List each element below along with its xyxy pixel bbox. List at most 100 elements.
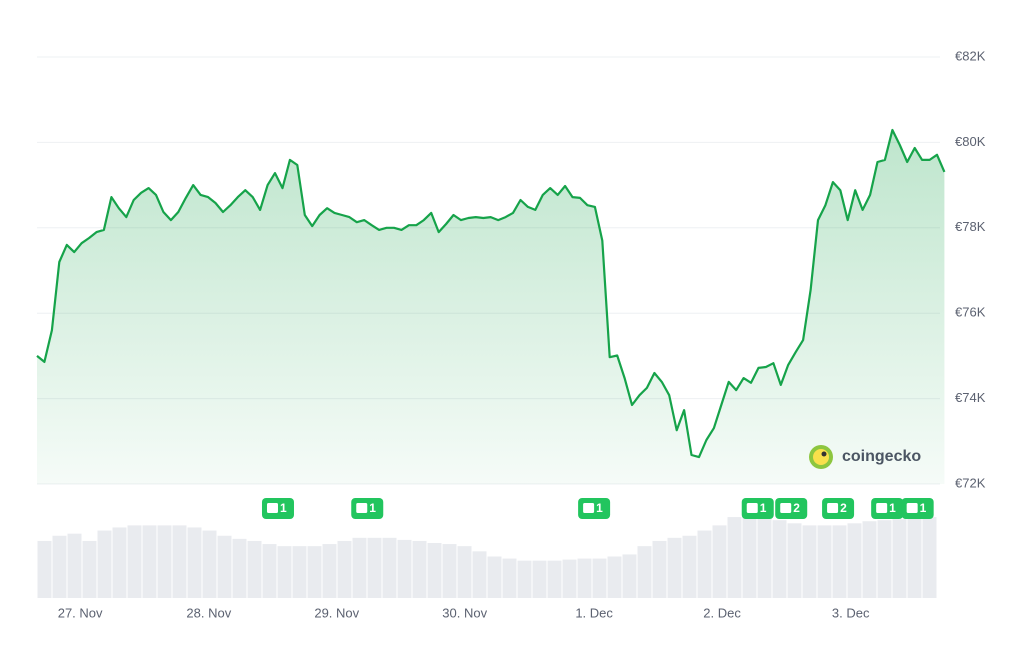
y-tick-label: €78K	[955, 219, 986, 234]
x-tick-label: 30. Nov	[442, 605, 487, 620]
volume-bar	[907, 517, 922, 598]
volume-bar	[607, 556, 622, 598]
volume-bar	[112, 527, 127, 598]
volume-bar	[187, 527, 202, 598]
volume-bar	[637, 546, 652, 598]
badge-count: 1	[920, 501, 927, 515]
news-badge: 1	[578, 498, 611, 519]
volume-bar	[322, 544, 337, 598]
volume-bar	[862, 521, 877, 598]
volume-bar	[577, 558, 592, 598]
volume-bar	[307, 546, 322, 598]
volume-bar	[727, 517, 742, 598]
volume-bar	[877, 520, 892, 598]
volume-bar	[367, 537, 382, 598]
volume-bar	[502, 558, 517, 598]
badge-icon	[746, 503, 758, 513]
badge-icon	[876, 503, 888, 513]
volume-bar	[652, 540, 667, 598]
news-badge: 2	[775, 498, 808, 519]
volume-bar	[742, 515, 757, 598]
x-tick-label: 2. Dec	[703, 605, 741, 620]
volume-bar	[262, 544, 277, 598]
volume-bar	[127, 525, 142, 598]
badge-count: 1	[889, 501, 896, 515]
y-tick-label: €76K	[955, 305, 986, 320]
volume-bar	[892, 519, 907, 598]
volume-bar	[772, 520, 787, 598]
volume-bar	[202, 530, 217, 598]
volume-bar	[847, 523, 862, 598]
badge-count: 1	[596, 501, 603, 515]
volume-bar	[67, 533, 82, 598]
volume-bar	[622, 554, 637, 598]
badge-count: 1	[760, 501, 767, 515]
y-tick-label: €82K	[955, 48, 986, 63]
volume-bar	[352, 537, 367, 598]
volume-bar	[232, 538, 247, 598]
news-badge: 1	[261, 498, 294, 519]
volume-bar	[37, 540, 52, 598]
volume-bar	[442, 544, 457, 598]
y-tick-label: €72K	[955, 475, 986, 490]
volume-bar	[682, 535, 697, 598]
y-tick-label: €80K	[955, 134, 986, 149]
volume-bar	[547, 560, 562, 598]
logo: coingecko	[809, 445, 921, 469]
volume-bar	[82, 540, 97, 598]
volume-bar	[292, 546, 307, 598]
area	[37, 130, 945, 484]
badge-count: 2	[840, 501, 847, 515]
volume-bar	[817, 525, 832, 598]
volume-bar	[457, 546, 472, 598]
volume-bar	[337, 540, 352, 598]
volume-bar	[382, 537, 397, 598]
volume-bar	[52, 535, 67, 598]
news-badge: 1	[741, 498, 774, 519]
price-line	[36, 128, 946, 459]
volume-bar	[142, 525, 157, 598]
news-badge: 1	[901, 498, 934, 519]
badge-icon	[906, 503, 918, 513]
volume-bar	[472, 551, 487, 598]
volume-bar	[427, 543, 442, 598]
news-badge: 2	[822, 498, 855, 519]
badge-count: 2	[793, 501, 800, 515]
badge-icon	[356, 503, 368, 513]
badge-count: 1	[369, 501, 376, 515]
volume-bar	[247, 540, 262, 598]
x-tick-label: 1. Dec	[575, 605, 613, 620]
volume-bar	[157, 525, 172, 598]
y-tick-label: €74K	[955, 390, 986, 405]
volume-bar	[712, 525, 727, 598]
badge-icon	[780, 503, 792, 513]
volume-bar	[217, 535, 232, 598]
badge-icon	[266, 503, 278, 513]
volume-bar	[172, 525, 187, 598]
x-tick-label: 28. Nov	[186, 605, 231, 620]
volume-bar	[277, 546, 292, 598]
volume-bar	[412, 540, 427, 598]
badge-icon	[827, 503, 839, 513]
volume-bar	[787, 523, 802, 598]
volume-bar	[592, 558, 607, 598]
x-tick-label: 27. Nov	[58, 605, 103, 620]
x-tick-label: 29. Nov	[314, 605, 359, 620]
volume-bar	[832, 525, 847, 598]
volume-bar	[667, 537, 682, 598]
volume-bar	[802, 525, 817, 598]
volume-bar	[517, 560, 532, 598]
volume-bar	[697, 530, 712, 598]
volume-bar	[757, 517, 772, 598]
volume-bar	[397, 539, 412, 598]
volume-bar	[97, 530, 112, 598]
news-badge: 1	[351, 498, 384, 519]
badge-count: 1	[280, 501, 287, 515]
volume-bar	[562, 559, 577, 598]
brand: coingecko	[842, 448, 921, 465]
news-badge: 1	[871, 498, 904, 519]
x-tick-label: 3. Dec	[832, 605, 870, 620]
volume-bar	[922, 517, 937, 598]
badge-icon	[583, 503, 595, 513]
